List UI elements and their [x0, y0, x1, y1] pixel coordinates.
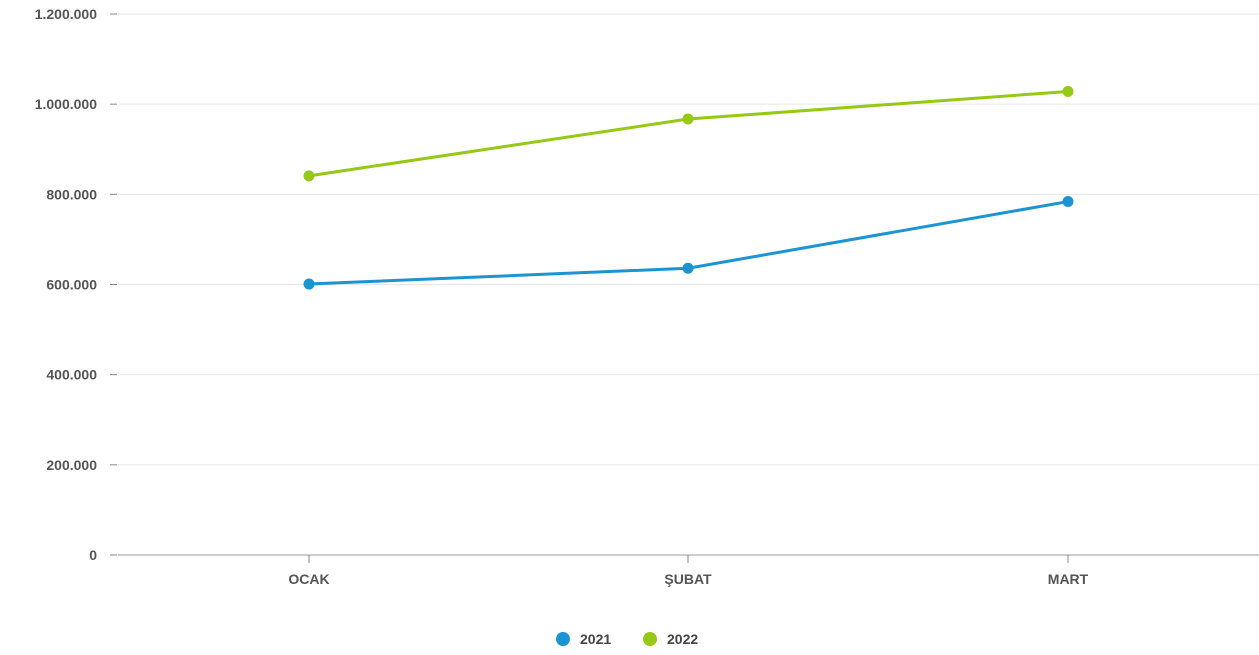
- y-tick-label: 800.000: [46, 186, 97, 202]
- x-axis-ticks: OCAK ŞUBAT MART: [118, 554, 1259, 587]
- legend[interactable]: 2021 2022: [556, 631, 698, 647]
- y-tick-label: 600.000: [46, 277, 97, 293]
- y-axis-ticks: 0 200.000 400.000 600.000 800.000 1.000.000 1.…: [35, 6, 117, 563]
- data-point-2022-OCAK[interactable]: [303, 170, 315, 182]
- y-tick-label: 1.000.000: [35, 96, 97, 112]
- data-point-2022-ŞUBAT[interactable]: [682, 113, 694, 125]
- legend-item-2021[interactable]: 2021: [556, 631, 611, 647]
- legend-marker: [643, 632, 657, 646]
- legend-label: 2022: [667, 631, 698, 647]
- legend-label: 2021: [580, 631, 611, 647]
- gridlines: [118, 13, 1259, 466]
- y-tick-label: 200.000: [46, 457, 97, 473]
- y-tick-label: 400.000: [46, 367, 97, 383]
- data-point-2021-ŞUBAT[interactable]: [682, 262, 694, 274]
- data-point-2021-MART[interactable]: [1062, 196, 1074, 208]
- legend-item-2022[interactable]: 2022: [643, 631, 698, 647]
- x-tick-label: ŞUBAT: [664, 571, 712, 587]
- y-tick-label: 1.200.000: [35, 6, 97, 22]
- data-point-2021-OCAK[interactable]: [303, 278, 315, 290]
- data-point-2022-MART[interactable]: [1062, 86, 1074, 98]
- legend-marker: [556, 632, 570, 646]
- y-tick-label: 0: [89, 547, 97, 563]
- x-tick-label: MART: [1048, 571, 1089, 587]
- series-lines: [303, 86, 1074, 290]
- x-tick-label: OCAK: [288, 571, 329, 587]
